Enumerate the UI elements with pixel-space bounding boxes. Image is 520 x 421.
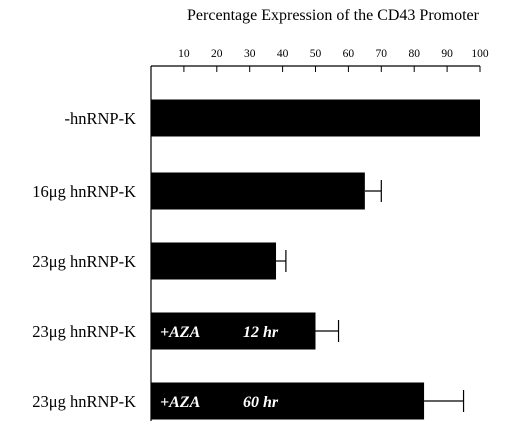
- bar: [151, 172, 365, 210]
- bar: [151, 242, 277, 280]
- x-tick-label: 50: [310, 48, 322, 60]
- x-tick-label: 100: [471, 48, 489, 60]
- x-tick-label: 90: [441, 48, 453, 60]
- category-label: 16μg hnRNP-K: [32, 182, 136, 201]
- category-label: -hnRNP-K: [64, 109, 136, 128]
- x-tick-label: 60: [343, 48, 355, 60]
- category-label: 23μg hnRNP-K: [32, 392, 136, 411]
- category-label: 23μg hnRNP-K: [32, 322, 136, 341]
- x-tick-label: 40: [277, 48, 289, 60]
- x-tick-label: 20: [211, 48, 223, 60]
- x-tick-label: 70: [376, 48, 388, 60]
- bar-annotation-treatment: +AZA: [160, 324, 201, 341]
- x-tick-label: 10: [178, 48, 190, 60]
- bar-annotation-time: 60 hr: [243, 394, 279, 411]
- bars: -hnRNP-K 16μg hnRNP-K 23μg hnRNP-K 23μg hnR…: [32, 99, 480, 420]
- bar: [151, 382, 425, 420]
- bar: [151, 99, 480, 137]
- bar-annotation-treatment: +AZA: [160, 394, 201, 411]
- x-tick-label: 30: [244, 48, 256, 60]
- category-label: 23μg hnRNP-K: [32, 252, 136, 271]
- chart-title: Percentage Expression of the CD43 Promot…: [187, 7, 480, 24]
- bar: [151, 312, 316, 350]
- x-tick-label: 80: [408, 48, 420, 60]
- bar-annotation-time: 12 hr: [243, 324, 279, 341]
